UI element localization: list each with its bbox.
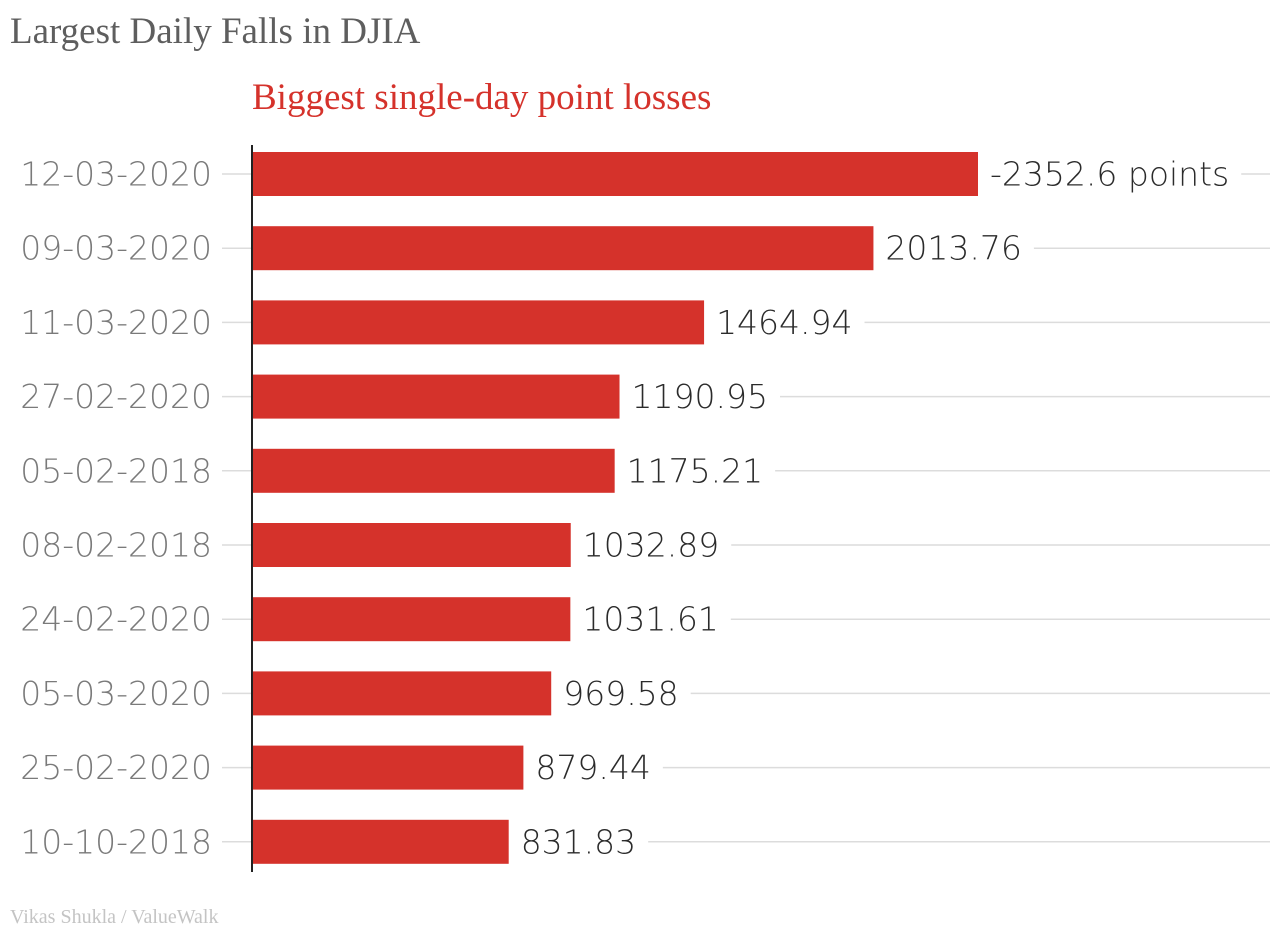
bar — [252, 300, 705, 345]
data-label: -2352.6 points — [990, 155, 1229, 194]
y-tick-label: 09-03-2020 — [20, 229, 212, 268]
y-tick-label: 25-02-2020 — [20, 748, 212, 787]
bar — [252, 448, 615, 493]
data-label: 1464.94 — [716, 303, 852, 342]
y-tick-label: 08-02-2018 — [20, 526, 212, 565]
data-label: 879.44 — [535, 748, 650, 787]
y-tick-label: 05-02-2018 — [20, 451, 212, 490]
chart-subtitle: Biggest single-day point losses — [252, 77, 712, 118]
y-tick-label: 11-03-2020 — [20, 303, 212, 342]
bar — [252, 226, 874, 271]
y-tick-label: 10-10-2018 — [20, 822, 212, 861]
chart-credit: Vikas Shukla / ValueWalk — [10, 906, 219, 928]
data-label: 1031.61 — [582, 600, 718, 639]
data-label: 2013.76 — [885, 229, 1021, 268]
bar — [252, 819, 509, 864]
bar — [252, 745, 524, 790]
bar — [252, 597, 571, 642]
bar — [252, 374, 620, 419]
chart-title: Largest Daily Falls in DJIA — [10, 11, 421, 52]
y-tick-label: 24-02-2020 — [20, 600, 212, 639]
bar — [252, 523, 571, 567]
bar — [252, 152, 978, 196]
bar — [252, 671, 552, 716]
data-label: 969.58 — [563, 674, 678, 713]
data-label: 1190.95 — [632, 377, 768, 416]
data-label: 1032.89 — [583, 526, 719, 565]
y-tick-label: 27-02-2020 — [20, 377, 212, 416]
y-tick-label: 12-03-2020 — [20, 155, 212, 194]
y-tick-label: 05-03-2020 — [20, 674, 212, 713]
data-label: 831.83 — [521, 822, 636, 861]
data-label: 1175.21 — [627, 451, 763, 490]
